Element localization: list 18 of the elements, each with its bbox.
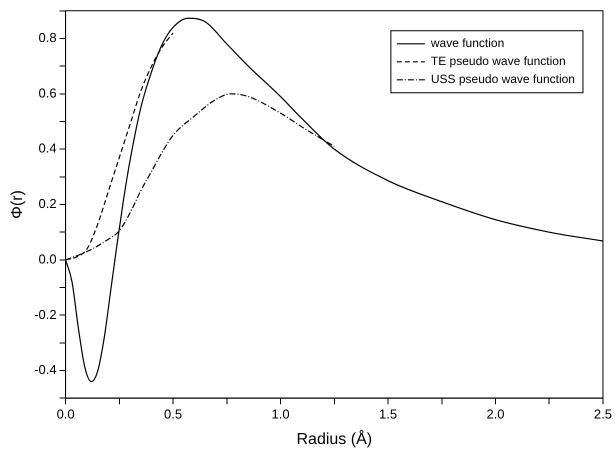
y-tick-label: 0.2 — [38, 196, 57, 212]
legend-label: TE pseudo wave function — [430, 54, 566, 68]
x-tick-label: 2.5 — [594, 406, 612, 422]
x-tick-label: 1.5 — [378, 406, 398, 422]
y-tick-label: 0.0 — [38, 251, 57, 266]
y-tick-label: 0.6 — [38, 85, 57, 100]
y-tick-label: 0.4 — [38, 140, 57, 156]
y-tick-label: -0.4 — [34, 362, 57, 378]
legend-label: USS pseudo wave function — [430, 72, 575, 86]
legend-label: wave function — [430, 36, 504, 50]
x-axis-title: Radius (Å) — [296, 430, 372, 448]
x-tick-label: 1.0 — [272, 406, 290, 422]
x-tick-label: 0.0 — [56, 406, 75, 422]
y-tick-label: 0.8 — [38, 30, 57, 46]
y-axis-title: Φ(r) — [9, 190, 26, 219]
x-tick-label: 2.0 — [486, 406, 505, 422]
y-tick-label: -0.2 — [34, 306, 57, 322]
x-tick-label: 0.5 — [164, 406, 182, 422]
